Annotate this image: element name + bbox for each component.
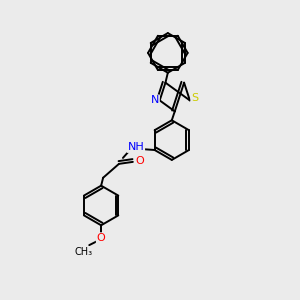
Text: N: N [151, 95, 159, 105]
Text: O: O [97, 233, 106, 243]
Text: S: S [191, 93, 198, 103]
Text: O: O [135, 156, 144, 166]
Text: NH: NH [128, 142, 144, 152]
Text: CH₃: CH₃ [74, 247, 92, 257]
